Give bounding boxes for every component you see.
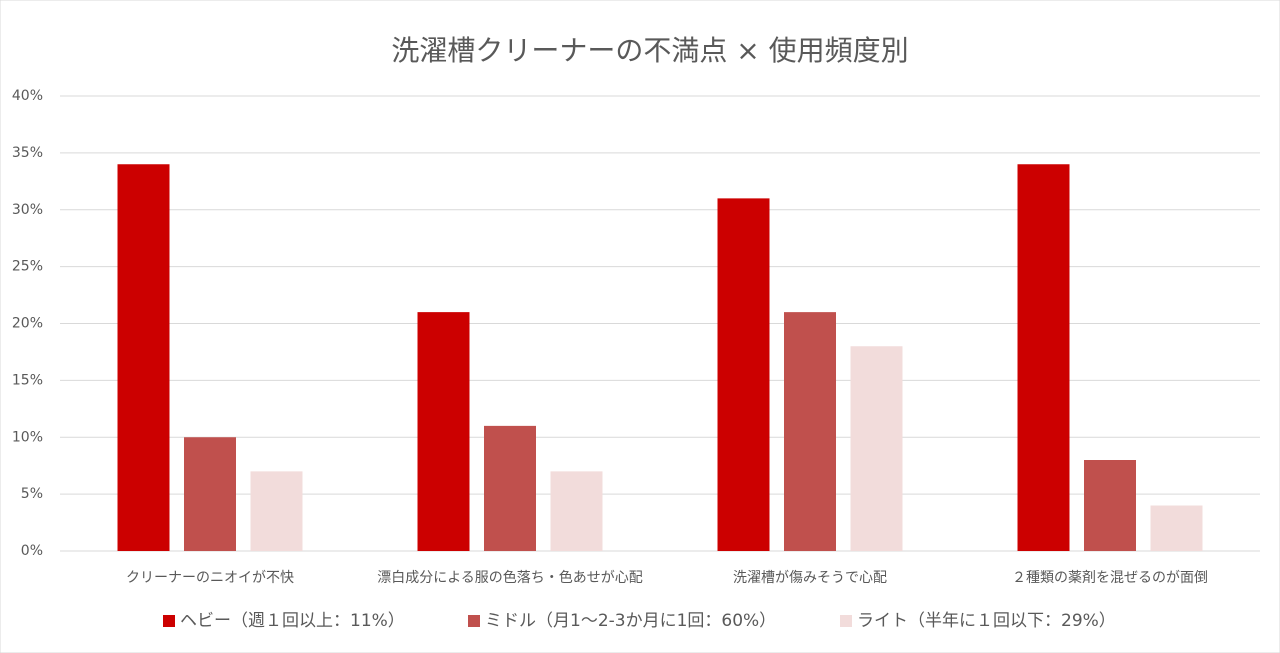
x-tick-label: ２種類の薬剤を混ぜるのが面倒: [1012, 570, 1208, 586]
legend-swatch: [468, 615, 480, 627]
y-tick-label: 0%: [21, 543, 43, 559]
legend-swatch: [840, 615, 852, 627]
bar: [1150, 505, 1203, 551]
x-tick-label: 漂白成分による服の色落ち・色あせが心配: [377, 569, 643, 586]
y-tick-label: 10%: [12, 429, 43, 445]
chart-title: 洗濯槽クリーナーの不満点 × 使用頻度別: [391, 34, 908, 67]
legend-swatch: [163, 615, 175, 627]
bar: [784, 312, 836, 551]
bar: [484, 425, 536, 551]
y-tick-label: 20%: [12, 316, 43, 332]
bar: [717, 198, 770, 551]
bar: [117, 164, 170, 551]
bar: [250, 471, 303, 551]
x-tick-label: 洗濯槽が傷みそうで心配: [733, 570, 887, 586]
y-tick-label: 5%: [21, 486, 43, 502]
y-tick-label: 35%: [12, 145, 43, 161]
bar: [184, 437, 236, 551]
legend-text: ミドル（月1～2-3か月に1回：60%）: [485, 611, 776, 631]
bar: [1017, 164, 1070, 551]
y-tick-label: 25%: [12, 259, 43, 275]
x-tick-label: クリーナーのニオイが不快: [126, 570, 294, 586]
y-tick-label: 40%: [12, 88, 43, 104]
y-tick-label: 15%: [12, 372, 43, 388]
legend-text: ヘビー（週１回以上：11%）: [180, 611, 405, 631]
bar: [1084, 460, 1136, 551]
bar: [550, 471, 603, 551]
bar: [417, 312, 470, 551]
y-tick-label: 30%: [12, 202, 43, 218]
bar: [850, 346, 903, 551]
legend-text: ライト（半年に１回以下：29%）: [857, 611, 1116, 631]
